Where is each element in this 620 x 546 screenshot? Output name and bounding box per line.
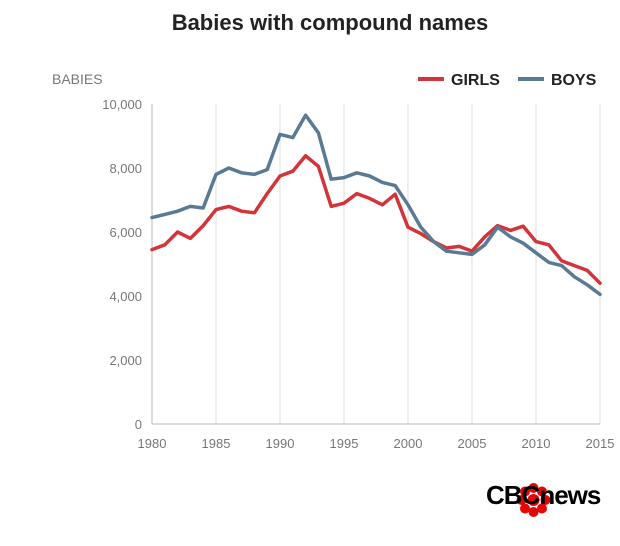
gem-dot [528, 507, 539, 517]
legend-label-boys: BOYS [551, 72, 597, 89]
series-lines [150, 113, 602, 297]
y-tick-label: 8,000 [109, 161, 142, 176]
y-tick-label: 2,000 [109, 353, 142, 368]
gem-dot [520, 486, 531, 497]
x-tick-label: 1990 [266, 436, 295, 451]
chart-title: Babies with compound names [171, 10, 489, 35]
x-tick-label: 2000 [394, 436, 423, 451]
y-tick-label: 0 [135, 417, 142, 432]
cbc-gem-icon [516, 483, 551, 517]
gem-dot [520, 503, 531, 514]
y-tick-label: 6,000 [109, 225, 142, 240]
gem-center [527, 494, 540, 506]
gem-dot [528, 483, 539, 493]
x-tick-label: 1985 [202, 436, 231, 451]
legend: GIRLS BOYS [418, 72, 597, 89]
y-axis-label: BABIES [52, 71, 103, 87]
y-tick-label: 4,000 [109, 289, 142, 304]
series-line-girls [150, 154, 602, 285]
axes [151, 104, 600, 425]
cbc-news-logo-text: CBCnews [486, 480, 601, 510]
gem-dot [540, 495, 551, 505]
gem-dot [536, 486, 547, 497]
tick-labels: 1980 1985 1990 1995 2000 2005 2010 2015 0 2,000 4,… [102, 97, 614, 451]
gem-dot [536, 503, 547, 514]
x-tick-label: 2015 [586, 436, 615, 451]
gem-dot [516, 495, 527, 505]
grid-lines [151, 104, 601, 424]
y-tick-label: 10,000 [102, 97, 142, 112]
series-line-boys [150, 113, 602, 297]
x-tick-label: 2010 [522, 436, 551, 451]
x-tick-label: 1995 [330, 436, 359, 451]
x-tick-label: 1980 [138, 436, 167, 451]
legend-label-girls: GIRLS [451, 72, 500, 89]
x-tick-label: 2005 [458, 436, 487, 451]
